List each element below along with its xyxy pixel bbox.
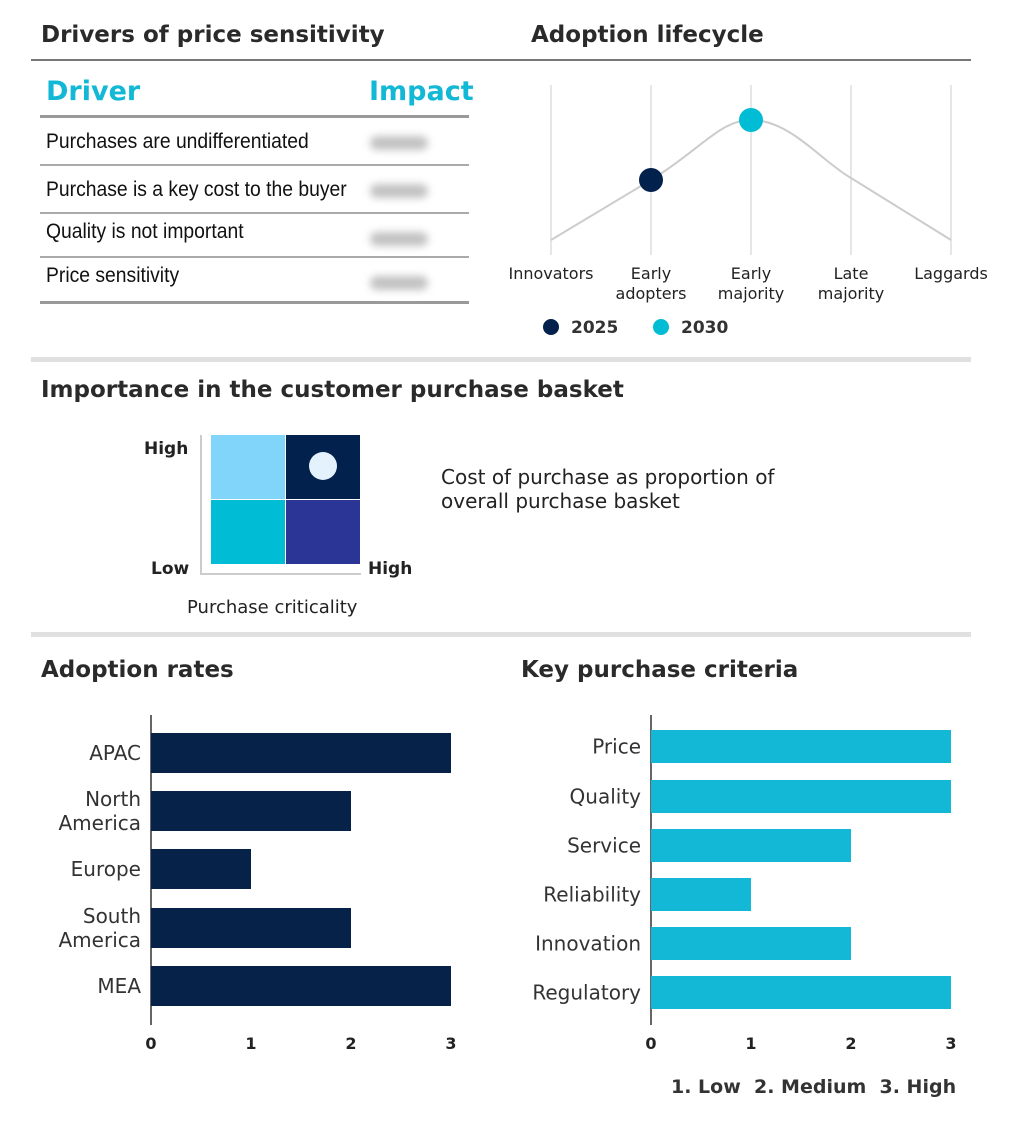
point-2030	[739, 108, 763, 132]
header-divider	[31, 59, 971, 61]
stage-label: Early majority	[718, 264, 784, 303]
kpc-tick-label: 2	[845, 1034, 856, 1053]
stage-label: Laggards	[914, 264, 988, 283]
kpc-tick-label: 3	[945, 1034, 956, 1053]
adoption-rates-bar	[151, 849, 251, 889]
kpc-bar	[651, 878, 751, 911]
adoption-rates-bar	[151, 966, 451, 1006]
driver-header: Driver	[46, 76, 141, 107]
kpc-tick-label: 1	[745, 1034, 756, 1053]
adoption-rates-tick-label: 3	[445, 1034, 456, 1053]
adoption-rates-category-label: South America	[59, 904, 142, 952]
legend-marker-2030	[653, 319, 669, 335]
kpc-bar	[651, 780, 951, 813]
adoption-rates-category-label: North America	[59, 787, 142, 835]
table-row: Quality is not important	[40, 214, 469, 258]
quadrant-low-low	[211, 500, 285, 564]
impact-value-blurred	[370, 232, 428, 246]
legend-label-2025: 2025	[571, 318, 618, 338]
kpc-category-label: Reliability	[543, 883, 641, 907]
kpc-category-label: Innovation	[535, 932, 641, 956]
adoption-rates-category-label: Europe	[71, 857, 141, 881]
low-label: Low	[151, 559, 190, 579]
matrix-x-axis	[200, 573, 361, 575]
impact-header: Impact	[369, 76, 474, 107]
driver-label: Purchases are undifferentiated	[46, 130, 309, 153]
kpc-category-label: Quality	[570, 785, 642, 809]
position-marker	[309, 452, 337, 480]
drivers-title: Drivers of price sensitivity	[41, 22, 385, 48]
kpc-category-label: Regulatory	[532, 981, 641, 1005]
kpc-category-label: Service	[567, 834, 641, 858]
table-header-rule	[40, 115, 469, 118]
quadrant-low-high	[286, 500, 360, 564]
driver-label: Price sensitivity	[46, 264, 180, 287]
adoption-rates-tick-label: 0	[145, 1034, 156, 1053]
adoption-rates-tick-label: 1	[245, 1034, 256, 1053]
scale-legend: 1. Low 2. Medium 3. High	[671, 1076, 957, 1098]
kpc-title: Key purchase criteria	[521, 657, 799, 683]
table-row: Price sensitivity	[40, 258, 469, 304]
quadrant-high-high	[286, 435, 360, 499]
table-row: Purchases are undifferentiated	[40, 118, 469, 166]
stage-label: Innovators	[508, 264, 593, 283]
x-axis-label: Purchase criticality	[187, 597, 358, 618]
adoption-rates-category-label: APAC	[89, 741, 141, 765]
section-divider	[31, 357, 971, 362]
driver-label: Quality is not important	[46, 220, 244, 243]
y-high-label: High	[144, 439, 189, 459]
adoption-rates-tick-label: 2	[345, 1034, 356, 1053]
bar-charts: APAC North America Europe South America MEA 0 1 2…	[59, 715, 957, 1053]
kpc-bar	[651, 927, 851, 960]
table-row: Purchase is a key cost to the buyer	[40, 166, 469, 214]
point-2025	[639, 168, 663, 192]
adoption-rates-bar	[151, 733, 451, 773]
x-high-label: High	[368, 559, 413, 579]
impact-value-blurred	[370, 184, 428, 198]
kpc-tick-label: 0	[645, 1034, 656, 1053]
impact-value-blurred	[370, 276, 428, 290]
kpc-category-label: Price	[592, 735, 641, 759]
quadrant-high-low	[211, 435, 285, 499]
stage-label: Early adopters	[616, 264, 687, 303]
basket-description: Cost of purchase as proportion of overal…	[441, 465, 775, 513]
section-divider	[31, 632, 971, 637]
stage-label: Late majority	[818, 264, 884, 303]
adoption-rates-bar	[151, 908, 351, 948]
legend-label-2030: 2030	[681, 318, 728, 338]
adoption-rates-category-label: MEA	[97, 974, 141, 998]
matrix-y-axis	[200, 435, 202, 575]
legend-marker-2025	[543, 319, 559, 335]
lifecycle-chart: Innovators Early adopters Early majority Late…	[508, 85, 988, 338]
basket-title: Importance in the customer purchase bask…	[41, 377, 624, 403]
adoption-rates-bar	[151, 791, 351, 831]
lifecycle-title: Adoption lifecycle	[531, 22, 764, 48]
kpc-bar	[651, 829, 851, 862]
kpc-bar	[651, 976, 951, 1009]
adoption-rates-title: Adoption rates	[41, 657, 234, 683]
kpc-bar	[651, 730, 951, 763]
impact-value-blurred	[370, 136, 428, 150]
driver-label: Purchase is a key cost to the buyer	[46, 178, 347, 201]
